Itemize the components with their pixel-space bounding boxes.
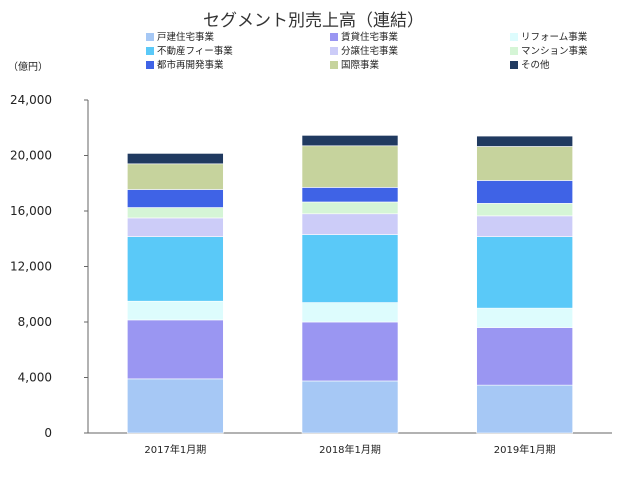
legend-swatch	[510, 33, 518, 41]
legend-swatch	[510, 61, 518, 69]
bar-segment-2-3	[476, 236, 573, 309]
legend-item: リフォーム事業	[510, 32, 587, 44]
legend-item: 賃貸住宅事業	[330, 32, 398, 44]
bar-segment-1-5	[301, 201, 399, 215]
bar-segment-1-3	[301, 234, 399, 303]
bar-segment-1-7	[301, 145, 399, 188]
x-category-label: 2019年1月期	[494, 443, 556, 456]
chart-title: セグメント別売上高（連結）	[203, 11, 424, 31]
legend-item: 戸建住宅事業	[146, 32, 214, 44]
bar-segment-2-4	[476, 215, 573, 237]
chart-legend: 戸建住宅事業 賃貸住宅事業 リフォーム事業不動産フィー事業 分譲住宅事業 マンション事業…	[0, 32, 627, 88]
y-tick-label: 8,000	[18, 315, 52, 329]
bar-segment-1-0	[301, 380, 399, 434]
bar-segment-2-5	[476, 203, 573, 217]
bar-segment-2-1	[476, 327, 573, 386]
legend-item: 都市再開発事業	[146, 60, 224, 72]
bar-segment-0-0	[127, 378, 224, 434]
bar-segment-0-3	[127, 236, 224, 302]
legend-item: マンション事業	[510, 46, 588, 58]
legend-label: 分譲住宅事業	[341, 46, 399, 57]
legend-swatch	[146, 47, 154, 55]
legend-label: 不動産フィー事業	[157, 46, 233, 57]
bar-segment-1-2	[301, 302, 399, 323]
legend-item: その他	[510, 60, 550, 72]
bar-segment-1-4	[301, 213, 399, 235]
legend-item: 分譲住宅事業	[330, 46, 398, 58]
bar-segment-0-4	[127, 217, 224, 237]
bar-segment-2-0	[476, 384, 573, 434]
legend-swatch	[330, 33, 338, 41]
bar-segment-2-8	[476, 135, 573, 147]
bar-segment-2-7	[476, 146, 573, 181]
legend-label: 賃貸住宅事業	[341, 32, 399, 43]
legend-swatch	[330, 61, 338, 69]
legend-swatch	[146, 33, 154, 41]
bar-segment-0-2	[127, 300, 224, 321]
bar-segment-1-1	[301, 321, 399, 382]
legend-swatch	[330, 47, 338, 55]
y-tick-label: 20,000	[10, 149, 52, 163]
bar-segment-2-2	[476, 307, 573, 328]
legend-swatch	[146, 61, 154, 69]
y-tick-label: 4,000	[18, 371, 52, 385]
bar-segment-0-5	[127, 207, 224, 219]
y-tick-label: 12,000	[10, 260, 52, 274]
legend-label: 戸建住宅事業	[157, 32, 215, 43]
y-tick-label: 0	[44, 426, 52, 440]
legend-label: その他	[521, 60, 550, 71]
y-axis-unit-label: （億円）	[8, 62, 48, 73]
legend-label: 都市再開発事業	[157, 60, 224, 71]
legend-label: マンション事業	[521, 46, 588, 57]
x-category-label: 2017年1月期	[144, 443, 206, 456]
bar-segment-2-6	[476, 180, 573, 204]
bar-segment-0-1	[127, 319, 224, 380]
legend-label: 国際事業	[341, 60, 380, 71]
legend-item: 国際事業	[330, 60, 379, 72]
legend-label: リフォーム事業	[521, 32, 588, 43]
bar-segment-0-6	[127, 189, 224, 208]
bar-segment-1-8	[301, 135, 399, 147]
x-category-label: 2018年1月期	[319, 443, 381, 456]
legend-item: 不動産フィー事業	[146, 46, 233, 58]
y-tick-label: 16,000	[10, 204, 52, 218]
legend-swatch	[510, 47, 518, 55]
y-tick-label: 24,000	[10, 93, 52, 107]
bar-segment-0-8	[127, 153, 224, 165]
bar-segment-0-7	[127, 163, 224, 190]
bar-segment-1-6	[301, 187, 399, 203]
